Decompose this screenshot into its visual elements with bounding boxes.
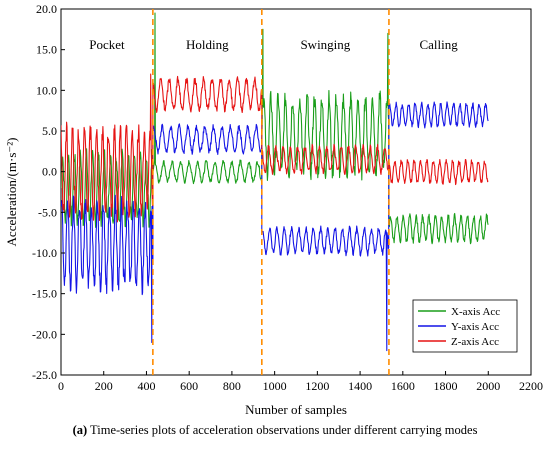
y-tick-label: -25.0	[32, 368, 57, 382]
y-axis-label: Acceleration/(m·s⁻²)	[4, 138, 19, 247]
mode-label: Swinging	[300, 37, 350, 52]
x-tick-label: 0	[58, 379, 64, 393]
x-tick-label: 1600	[391, 379, 415, 393]
y-tick-label: 5.0	[42, 124, 57, 138]
series-line-1	[61, 12, 489, 245]
x-tick-label: 800	[223, 379, 241, 393]
x-tick-label: 1400	[348, 379, 372, 393]
y-tick-label: -15.0	[32, 287, 57, 301]
legend-label: Y-axis Acc	[451, 321, 499, 333]
legend-label: X-axis Acc	[451, 306, 500, 318]
series-line-2	[61, 101, 489, 352]
plot-frame	[60, 8, 532, 376]
legend-label: Z-axis Acc	[451, 336, 499, 348]
x-tick-label: 2000	[476, 379, 500, 393]
y-tick-label: 10.0	[36, 83, 57, 97]
x-tick-label: 2200	[519, 379, 543, 393]
x-tick-label: 1200	[305, 379, 329, 393]
series-line-3	[61, 73, 489, 223]
x-axis-label: Number of samples	[245, 402, 347, 417]
y-tick-label: 15.0	[36, 43, 57, 57]
y-tick-label: -20.0	[32, 327, 57, 341]
mode-label: Holding	[186, 37, 229, 52]
legend: X-axis Acc Y-axis Acc Z-axis Acc	[412, 299, 518, 353]
x-tick-label: 600	[180, 379, 198, 393]
mode-label: Calling	[419, 37, 458, 52]
y-tick-label: -10.0	[32, 246, 57, 260]
mode-label: Pocket	[89, 37, 125, 52]
acceleration-chart: 0 200 400 600 800 1000 1200 1400 1600 1800 2000 220…	[4, 2, 543, 417]
x-tick-label: 1000	[263, 379, 287, 393]
x-tick-label: 1800	[434, 379, 458, 393]
y-tick-label: 20.0	[36, 2, 57, 16]
y-tick-label: 0.0	[42, 165, 57, 179]
x-tick-label: 400	[137, 379, 155, 393]
caption-text: Time-series plots of acceleration observ…	[90, 423, 478, 437]
figure-caption: (a) Time-series plots of acceleration ob…	[0, 423, 550, 438]
caption-label: (a)	[72, 423, 88, 437]
y-tick-label: -5.0	[38, 205, 57, 219]
x-tick-label: 200	[95, 379, 113, 393]
